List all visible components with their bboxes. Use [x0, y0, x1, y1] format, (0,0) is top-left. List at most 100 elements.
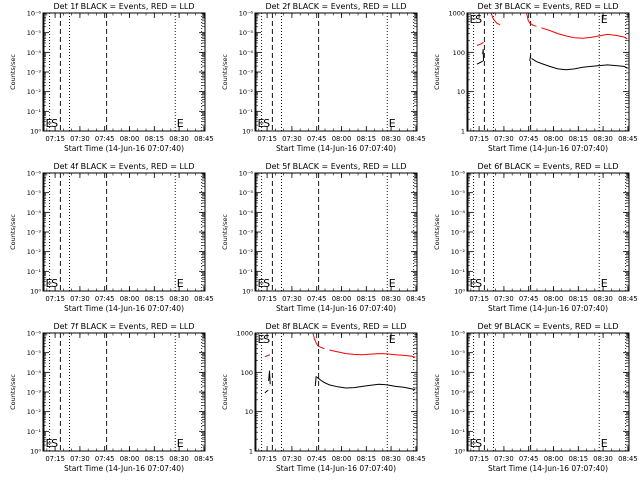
x-tick-label: 08:15 — [569, 135, 589, 143]
marker-label: E — [257, 277, 264, 290]
marker-label: E — [389, 333, 396, 346]
x-tick-label: 08:30 — [381, 455, 401, 463]
x-tick-label: 08:15 — [145, 455, 165, 463]
marker-label: E — [601, 13, 608, 26]
x-tick-label: 08:45 — [406, 455, 426, 463]
y-tick-label: 10⁻⁶ — [27, 10, 42, 18]
y-tick-label: 10⁻² — [27, 88, 42, 96]
x-tick-label: 08:15 — [145, 135, 165, 143]
panel-5: Det 5f BLACK = Events, RED = LLD Counts/s… — [221, 162, 426, 313]
panel-title: Det 7f BLACK = Events, RED = LLD — [53, 322, 194, 331]
x-tick-label: 08:00 — [544, 135, 564, 143]
y-tick-label: 10⁰ — [242, 128, 253, 136]
x-tick-label: 08:30 — [381, 295, 401, 303]
y-axis-label: Counts/sec — [221, 214, 229, 250]
marker-label: E — [389, 277, 396, 290]
y-tick-label: 10⁻⁶ — [239, 170, 254, 178]
y-tick-label: 10⁻² — [451, 408, 466, 416]
y-tick-label: 10⁻³ — [27, 69, 42, 77]
y-tick-label: 1000 — [236, 330, 253, 338]
x-tick-label: 08:15 — [569, 295, 589, 303]
y-axis-label: Counts/sec — [433, 54, 441, 90]
y-tick-label: 10⁰ — [30, 128, 41, 136]
y-tick-label: 10⁻¹ — [27, 108, 42, 116]
y-tick-label: 10⁰ — [454, 288, 465, 296]
series-lld — [264, 333, 416, 358]
x-tick-label: 07:30 — [70, 135, 90, 143]
series-events — [264, 370, 416, 394]
y-tick-label: 10⁻¹ — [451, 428, 466, 436]
series-line-events — [482, 49, 484, 62]
y-tick-label: 10⁻³ — [27, 229, 42, 237]
x-axis-label: Start Time (14-Jun-16 07:07:40) — [488, 304, 608, 313]
marker-label: S — [475, 437, 482, 450]
x-tick-label: 08:15 — [357, 135, 377, 143]
x-tick-label: 07:45 — [519, 455, 539, 463]
y-axis-label: Counts/sec — [221, 54, 229, 90]
panel-title: Det 4f BLACK = Events, RED = LLD — [53, 162, 194, 171]
y-tick-label: 10⁰ — [454, 448, 465, 456]
x-axis-label: Start Time (14-Jun-16 07:07:40) — [276, 144, 396, 153]
x-tick-label: 08:00 — [120, 295, 140, 303]
x-tick-label: 07:45 — [519, 295, 539, 303]
y-tick-label: 10⁻³ — [239, 229, 254, 237]
series-line-events — [476, 60, 483, 65]
x-tick-label: 07:15 — [45, 135, 65, 143]
marker-label: E — [469, 437, 476, 450]
y-tick-label: 10⁻⁵ — [27, 29, 42, 37]
marker-label: E — [45, 437, 52, 450]
marker-label: E — [177, 437, 184, 450]
y-tick-label: 10⁻¹ — [239, 268, 254, 276]
x-axis-label: Start Time (14-Jun-16 07:07:40) — [276, 304, 396, 313]
x-tick-label: 07:15 — [469, 295, 489, 303]
x-tick-label: 07:45 — [95, 455, 115, 463]
panel-title: Det 3f BLACK = Events, RED = LLD — [477, 2, 618, 11]
x-tick-label: 08:00 — [544, 455, 564, 463]
y-tick-label: 10⁻⁴ — [27, 369, 42, 377]
panel-title: Det 9f BLACK = Events, RED = LLD — [477, 322, 618, 331]
y-tick-label: 10⁻⁶ — [27, 170, 42, 178]
marker-label: S — [475, 13, 482, 26]
panel-4: Det 4f BLACK = Events, RED = LLD Counts/s… — [9, 162, 214, 313]
y-tick-label: 10⁻⁵ — [27, 189, 42, 197]
plot-frame — [254, 12, 418, 132]
plot-frame — [254, 332, 418, 452]
marker-label: E — [45, 117, 52, 130]
panel-2: Det 2f BLACK = Events, RED = LLD Counts/s… — [221, 2, 426, 153]
y-tick-label: 10 — [457, 88, 465, 96]
y-tick-label: 10⁻⁶ — [27, 330, 42, 338]
panel-9: Det 9f BLACK = Events, RED = LLD Counts/s… — [433, 322, 638, 473]
x-tick-label: 07:15 — [469, 135, 489, 143]
x-tick-label: 07:15 — [257, 455, 277, 463]
x-tick-label: 07:45 — [95, 295, 115, 303]
marker-label: E — [389, 117, 396, 130]
y-tick-label: 10⁻⁴ — [451, 209, 466, 217]
x-tick-label: 07:30 — [70, 295, 90, 303]
x-tick-label: 07:45 — [95, 135, 115, 143]
series-events — [476, 49, 628, 71]
marker-label: E — [45, 277, 52, 290]
plot-frame — [466, 332, 630, 452]
y-tick-label: 10⁻⁴ — [451, 369, 466, 377]
y-tick-label: 100 — [453, 49, 465, 57]
plot-frame — [42, 332, 206, 452]
y-tick-label: 10⁻⁵ — [27, 349, 42, 357]
marker-label: E — [177, 277, 184, 290]
y-tick-label: 10⁻⁶ — [239, 10, 254, 18]
marker-label: E — [257, 333, 264, 346]
series-line-lld — [541, 27, 628, 40]
x-tick-label: 07:15 — [257, 295, 277, 303]
marker-label: S — [263, 333, 270, 346]
y-tick-label: 10⁰ — [30, 288, 41, 296]
x-tick-label: 08:00 — [332, 135, 352, 143]
x-tick-label: 07:45 — [307, 455, 327, 463]
series-line-lld — [526, 13, 537, 27]
panel-title: Det 5f BLACK = Events, RED = LLD — [265, 162, 406, 171]
y-tick-label: 10⁻² — [27, 248, 42, 256]
series-line-events — [531, 57, 628, 71]
marker-label: E — [177, 117, 184, 130]
series-line-lld — [312, 333, 325, 350]
plot-frame — [42, 172, 206, 292]
y-tick-label: 10⁻⁶ — [451, 170, 466, 178]
x-tick-label: 08:30 — [593, 455, 613, 463]
